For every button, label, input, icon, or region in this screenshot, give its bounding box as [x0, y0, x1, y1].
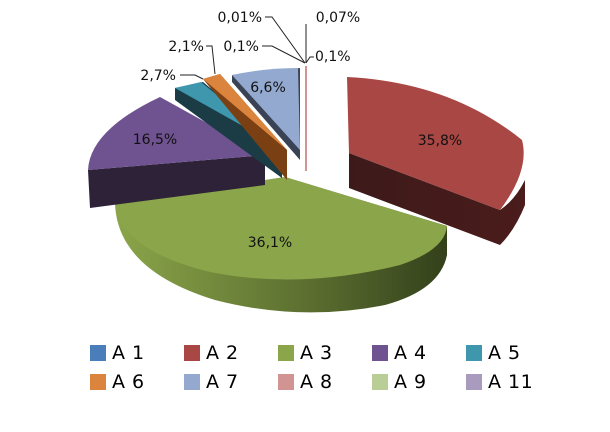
leader-lines [180, 16, 314, 80]
legend-item-a3: A 3 [278, 342, 372, 364]
legend-label: A 2 [206, 341, 239, 364]
label-tiny-4: 0,1% [315, 49, 351, 65]
label-a2: 35,8% [418, 133, 462, 149]
legend-item-a5: A 5 [466, 342, 560, 364]
slice-a6[interactable] [203, 74, 287, 180]
legend-item-a6: A 6 [90, 371, 184, 393]
legend-label: A 3 [300, 341, 333, 364]
legend-item-a2: A 2 [184, 342, 278, 364]
legend-label: A 1 [112, 341, 145, 364]
legend-swatch [90, 344, 106, 361]
legend-item-a4: A 4 [372, 342, 466, 364]
legend-swatch [184, 344, 200, 361]
slice-a7[interactable] [232, 68, 300, 170]
legend-swatch [372, 373, 388, 390]
legend-item-a8: A 8 [278, 371, 372, 393]
legend: A 1 A 2 A 3 A 4 A 5 A 6 A 7 A 8 [90, 338, 570, 396]
legend-label: A 8 [300, 370, 333, 393]
label-tiny-1: 0,01% [218, 10, 262, 26]
slice-a4[interactable] [88, 97, 265, 208]
label-a4: 16,5% [133, 132, 177, 148]
legend-label: A 11 [488, 370, 534, 393]
legend-swatch [184, 373, 200, 390]
legend-swatch [466, 373, 482, 390]
slice-a2[interactable] [347, 77, 525, 245]
legend-label: A 4 [394, 341, 427, 364]
legend-label: A 7 [206, 370, 239, 393]
legend-swatch [278, 344, 294, 361]
label-a5: 2,7% [140, 68, 176, 84]
legend-row-1: A 1 A 2 A 3 A 4 A 5 [90, 338, 570, 367]
label-a7: 6,6% [250, 80, 286, 96]
label-tiny-2: 0,1% [223, 39, 259, 55]
legend-item-a7: A 7 [184, 371, 278, 393]
legend-swatch [278, 373, 294, 390]
legend-swatch [466, 344, 482, 361]
legend-label: A 9 [394, 370, 427, 393]
legend-swatch [90, 373, 106, 390]
slice-slivers[interactable] [305, 66, 307, 171]
pie-chart: 35,8% 36,1% 16,5% 2,7% 2,1% 6,6% 0,01% 0… [88, 10, 525, 313]
label-a3: 36,1% [248, 235, 292, 251]
legend-item-a1: A 1 [90, 342, 184, 364]
label-a6: 2,1% [168, 39, 204, 55]
legend-row-2: A 6 A 7 A 8 A 9 A 11 [90, 367, 570, 396]
legend-item-a9: A 9 [372, 371, 466, 393]
legend-label: A 5 [488, 341, 521, 364]
legend-swatch [372, 344, 388, 361]
legend-item-a11: A 11 [466, 371, 560, 393]
slice-a3[interactable] [115, 177, 447, 313]
label-tiny-3: 0,07% [316, 10, 360, 26]
legend-label: A 6 [112, 370, 145, 393]
